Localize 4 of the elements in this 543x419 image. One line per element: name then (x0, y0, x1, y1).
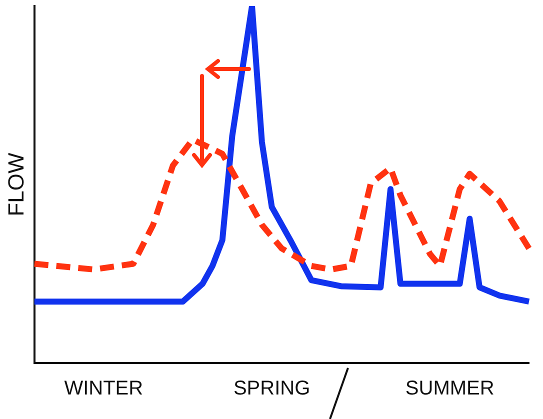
x-tick-label: SUMMER (405, 378, 494, 400)
y-axis-title: FLOW (3, 152, 28, 216)
x-tick-label: WINTER (64, 378, 144, 400)
x-tick-label: SPRING (233, 378, 310, 400)
